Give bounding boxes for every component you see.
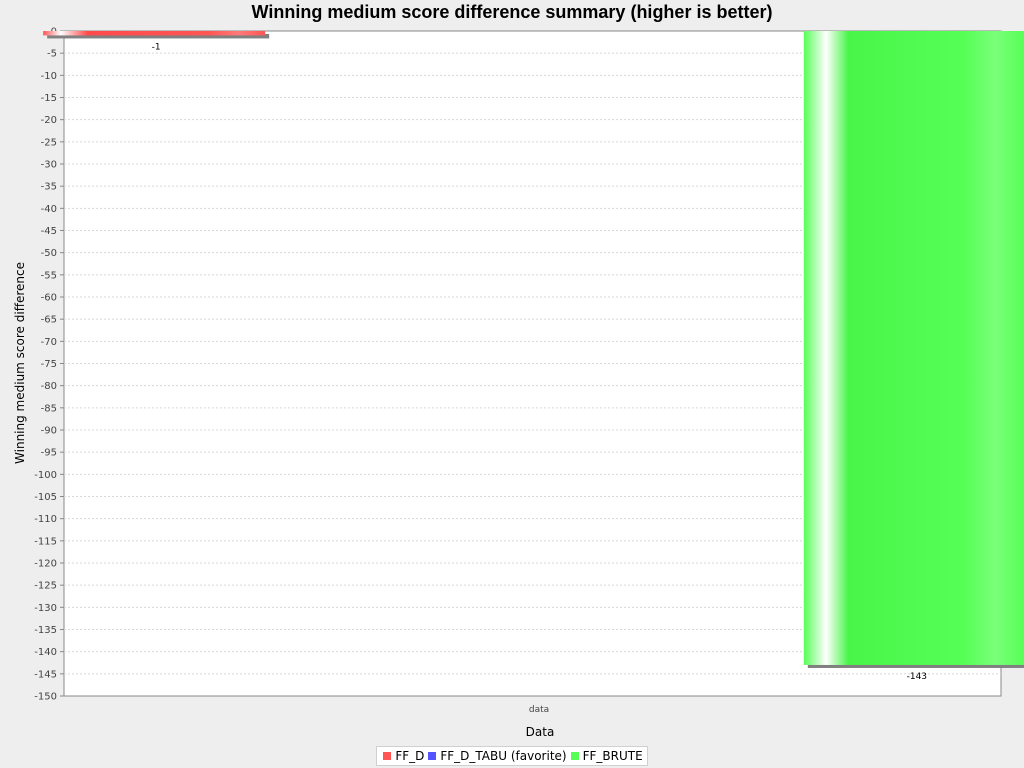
y-tick-label: -150 (34, 692, 57, 703)
y-tick-label: -120 (34, 559, 57, 570)
y-tick-label: -145 (34, 669, 57, 680)
y-tick-label: -20 (41, 115, 57, 126)
legend-item-ff-d: FF_D (383, 749, 424, 763)
y-tick-label: -45 (41, 226, 57, 237)
y-tick-label: -80 (41, 381, 57, 392)
legend-box: FF_D FF_D_TABU (favorite) FF_BRUTE (376, 746, 648, 766)
y-tick-label: -60 (41, 293, 57, 304)
legend: FF_D FF_D_TABU (favorite) FF_BRUTE (0, 746, 1024, 766)
y-tick-label: -55 (41, 270, 57, 281)
y-tick-label: -135 (34, 625, 57, 636)
y-axis-label: Winning medium score difference (13, 262, 27, 464)
bar-shadow-ff-d (47, 34, 270, 39)
legend-swatch-ff-brute (570, 752, 579, 760)
legend-label-ff-brute: FF_BRUTE (582, 749, 643, 763)
y-tick-label: -115 (34, 536, 57, 547)
legend-label-ff-d: FF_D (395, 749, 425, 763)
y-axis-ticks: 0-5-10-15-20-25-30-35-40-45-50-55-60-65-… (34, 27, 64, 703)
y-tick-label: -5 (47, 49, 57, 60)
y-tick-label: -140 (34, 647, 57, 658)
bar-ff-d (43, 31, 266, 36)
y-tick-label: -85 (41, 403, 57, 414)
category-label-data: data (529, 705, 549, 715)
y-tick-label: -110 (34, 514, 57, 525)
y-tick-label: -125 (34, 581, 57, 592)
x-axis-label: Data (526, 725, 555, 739)
legend-item-ff-d-tabu: FF_D_TABU (favorite) (428, 749, 567, 763)
y-tick-label: -35 (41, 182, 57, 193)
y-tick-label: -105 (34, 492, 57, 503)
bars (43, 31, 1024, 668)
legend-swatch-ff-d-tabu (428, 752, 437, 760)
legend-item-ff-brute: FF_BRUTE (570, 749, 643, 763)
bar-ff-brute (803, 31, 1024, 665)
y-tick-label: -25 (41, 137, 57, 148)
y-tick-label: -130 (34, 603, 57, 614)
y-tick-label: -50 (41, 248, 57, 259)
y-tick-label: -100 (34, 470, 57, 481)
y-tick-label: -90 (41, 426, 57, 437)
legend-label-ff-d-tabu: FF_D_TABU (favorite) (440, 749, 567, 763)
data-label-ff-brute: -143 (907, 672, 927, 682)
y-tick-label: -95 (41, 448, 57, 459)
y-tick-label: -30 (41, 160, 57, 171)
y-tick-label: -75 (41, 359, 57, 370)
data-labels: -1 -143 (152, 42, 927, 682)
y-tick-label: -15 (41, 93, 57, 104)
legend-swatch-ff-d (383, 752, 392, 760)
data-label-ff-d: -1 (152, 42, 161, 52)
chart-title: Winning medium score difference summary … (251, 2, 773, 22)
y-tick-label: -70 (41, 337, 57, 348)
y-tick-label: -65 (41, 315, 57, 326)
y-tick-label: -10 (41, 71, 57, 82)
y-tick-label: -40 (41, 204, 57, 215)
